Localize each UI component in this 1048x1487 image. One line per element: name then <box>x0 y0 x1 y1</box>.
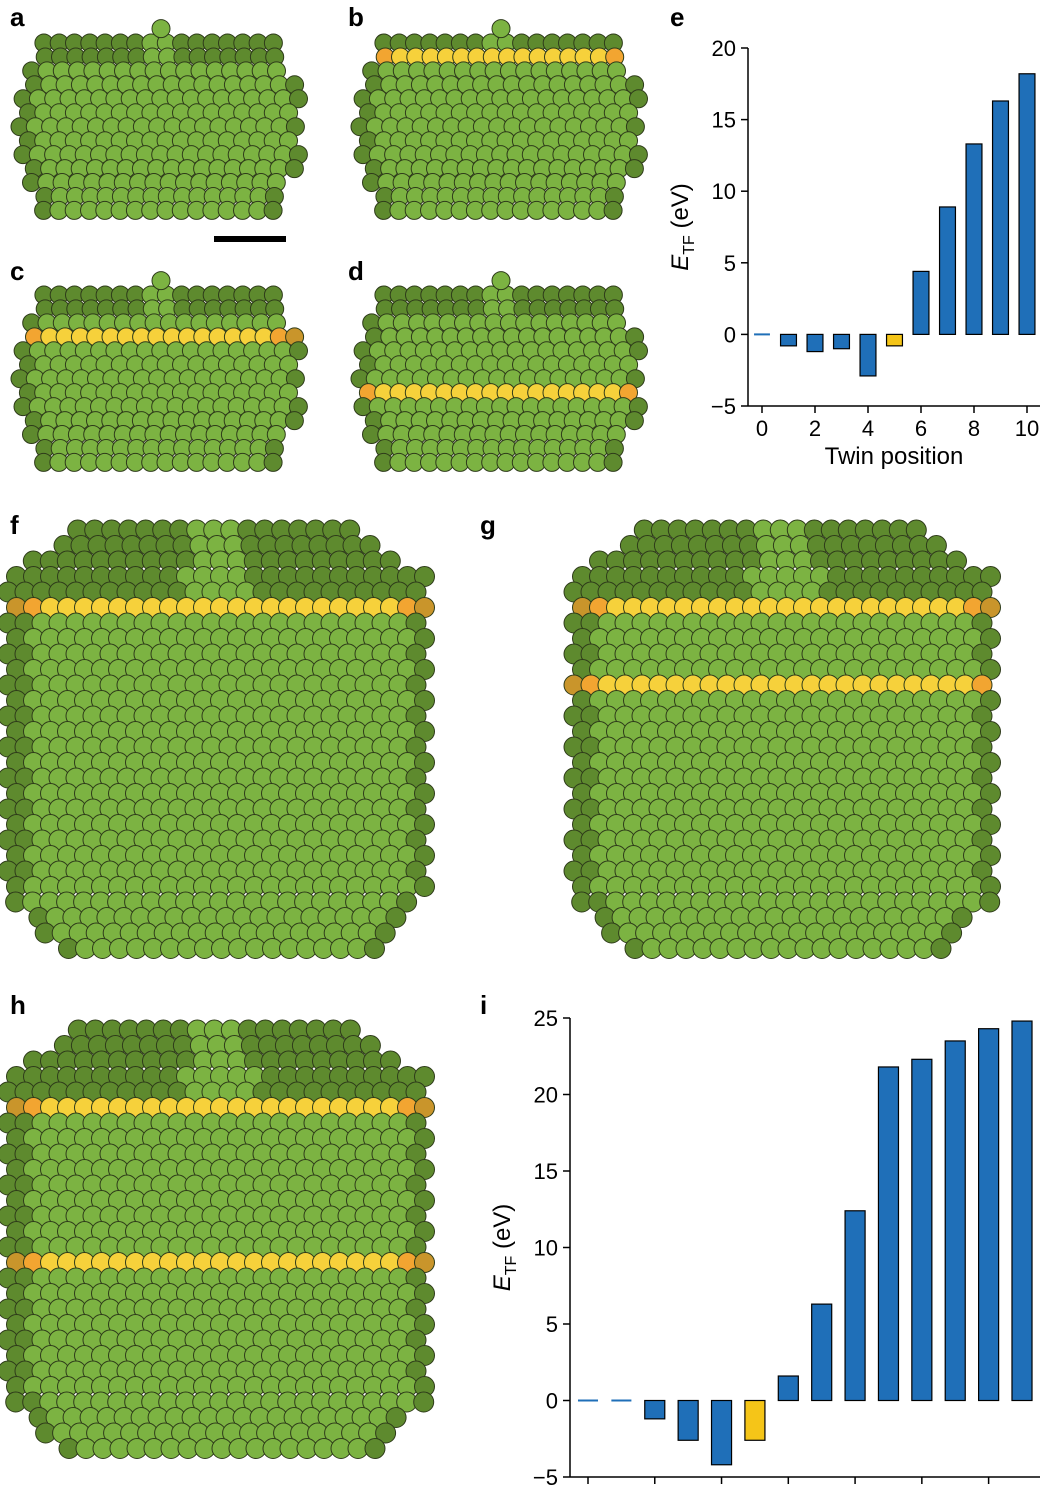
bar <box>710 1399 733 1466</box>
nanoparticle-b <box>350 19 648 220</box>
bar <box>844 1210 866 1402</box>
nanoparticle-a <box>10 19 308 220</box>
panel-label-c: c <box>10 256 25 286</box>
atom <box>624 159 644 179</box>
y-tick-label: 15 <box>534 1159 558 1184</box>
y-axis-label: ETF (eV) <box>489 1204 520 1292</box>
atom <box>289 89 308 109</box>
panel-label-i: i <box>480 990 488 1020</box>
atom <box>289 341 308 361</box>
atom <box>263 200 283 220</box>
y-tick-label: −5 <box>533 1465 558 1487</box>
y-tick-label: 0 <box>546 1389 558 1414</box>
panel-label-f: f <box>10 510 19 540</box>
y-tick-label: 25 <box>534 1006 558 1031</box>
panel-label-g: g <box>480 510 496 540</box>
atom <box>629 89 648 109</box>
atom <box>491 19 511 39</box>
bar <box>777 1375 799 1402</box>
bar <box>811 1303 833 1402</box>
panel-label-d: d <box>348 256 364 286</box>
bar <box>877 1066 900 1402</box>
y-tick-label: 5 <box>546 1312 558 1337</box>
bar <box>944 1040 966 1402</box>
scale-bar <box>214 236 286 242</box>
bar <box>744 1399 766 1441</box>
atom <box>284 159 304 179</box>
atom <box>151 19 171 39</box>
bar <box>977 1028 1000 1402</box>
nanoparticle-c <box>10 271 308 472</box>
panel-label-h: h <box>10 990 26 1020</box>
y-tick-label: 20 <box>534 1083 558 1108</box>
panel-label-e: e <box>670 2 685 32</box>
bar <box>677 1399 699 1441</box>
panel-label-a: a <box>10 2 25 32</box>
bar <box>644 1399 666 1420</box>
y-tick-label: 10 <box>534 1236 558 1261</box>
panel-label-b: b <box>348 2 364 32</box>
bar <box>911 1058 933 1402</box>
bar <box>1011 1020 1033 1402</box>
atom <box>603 200 623 220</box>
